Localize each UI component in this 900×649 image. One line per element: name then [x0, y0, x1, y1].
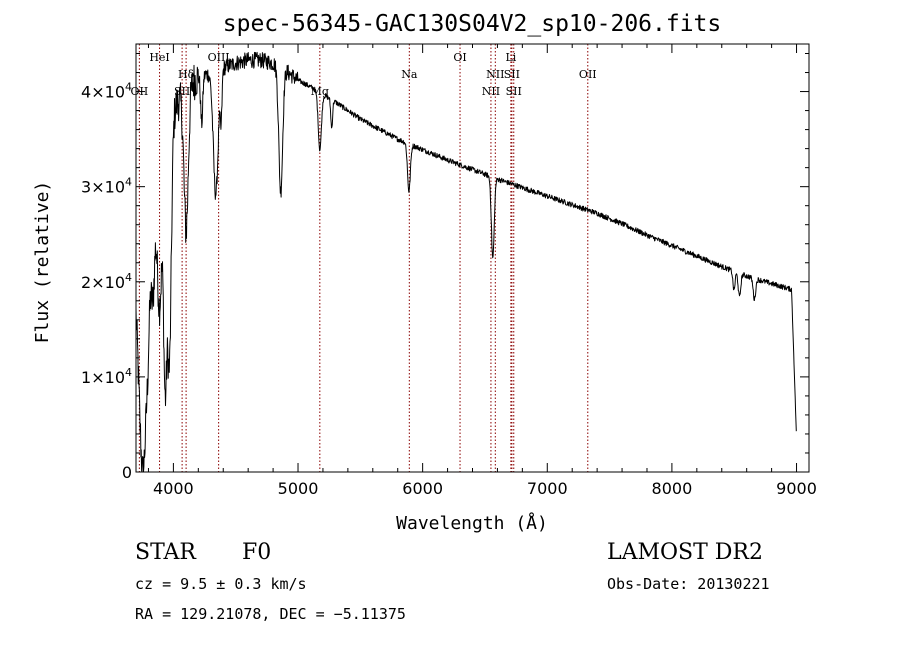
line-label-7: OI [453, 51, 466, 64]
chart-title: spec-56345-GAC130S04V2_sp10-206.fits [223, 11, 722, 37]
emission-line-markers [138, 44, 589, 472]
line-label-10: Li [505, 51, 516, 64]
survey-name: LAMOST DR2 [607, 540, 763, 565]
x-tick-label-4: 8000 [652, 479, 693, 498]
y-tick-label-2: 2×104 [81, 271, 132, 292]
coordinates: RA = 129.21078, DEC = −5.11375 [135, 605, 406, 623]
line-label-6: Na [401, 68, 418, 81]
y-tick-label-0: 0 [122, 463, 132, 482]
x-tick-label-1: 5000 [278, 479, 319, 498]
x-tick-label-5: 9000 [776, 479, 817, 498]
y-axis-label: Flux (relative) [32, 181, 53, 344]
line-label-13: OII [579, 68, 597, 81]
line-label-3: Hδ [178, 68, 195, 81]
obs-date: Obs-Date: 20130221 [607, 575, 770, 593]
x-axis-ticks: 4000 5000 6000 7000 8000 9000 [147, 44, 817, 498]
x-tick-label-2: 6000 [402, 479, 443, 498]
line-label-9: NII [486, 68, 504, 81]
line-label-12: SII [506, 85, 522, 98]
line-label-1: HeI [149, 51, 169, 64]
x-tick-label-3: 7000 [527, 479, 568, 498]
y-tick-label-1: 1×104 [81, 366, 132, 387]
x-tick-label-0: 4000 [153, 479, 194, 498]
y-axis-ticks: 0 1×104 2×104 3×104 4×104 [81, 53, 809, 482]
x-axis-label: Wavelength (Å) [396, 512, 548, 534]
redshift-cz: cz = 9.5 ± 0.3 km/s [135, 575, 307, 593]
spectrum-line [135, 51, 797, 473]
line-label-11: SII [504, 68, 520, 81]
plot-frame [135, 43, 810, 473]
object-subclass: F0 [242, 540, 272, 565]
object-class: STAR [135, 540, 196, 565]
line-label-8: NII [482, 85, 500, 98]
y-tick-label-4: 4×104 [81, 81, 132, 102]
y-tick-label-3: 3×104 [81, 176, 132, 197]
